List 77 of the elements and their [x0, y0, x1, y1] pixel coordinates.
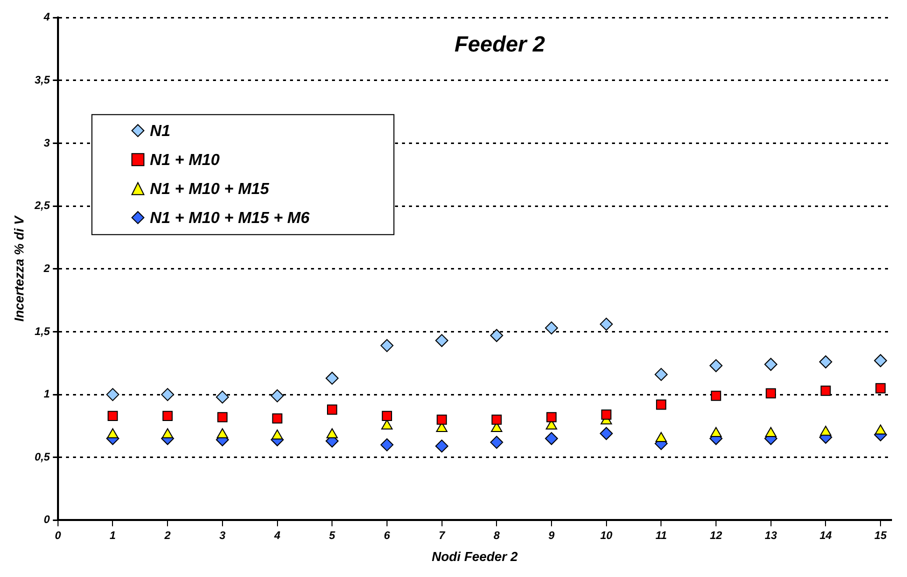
point [820, 386, 831, 396]
y-tick-label: 4 [42, 12, 50, 24]
point [874, 424, 886, 434]
y-tick-label: 1 [44, 388, 50, 401]
point [600, 318, 613, 331]
y-tick-label: 1,5 [34, 326, 51, 338]
point [382, 410, 392, 422]
point [272, 430, 283, 440]
x-tick-label: 5 [329, 530, 336, 542]
point [272, 413, 282, 424]
point [161, 388, 174, 402]
point [601, 410, 612, 420]
point [764, 358, 778, 371]
point [490, 328, 504, 342]
point [380, 339, 394, 352]
y-tick-label: 3 [44, 137, 50, 150]
x-tick-label: 1 [110, 530, 116, 542]
point [107, 428, 118, 438]
point [216, 428, 228, 438]
x-tick-label: 8 [494, 530, 501, 542]
y-tick-label: 3,5 [34, 74, 51, 86]
point [270, 389, 284, 402]
point [162, 428, 174, 438]
legend-label: N1 + M10 [150, 152, 220, 170]
legend-label: N1 [150, 123, 170, 140]
point [217, 412, 228, 422]
point [490, 436, 504, 449]
point [544, 432, 558, 446]
point [162, 410, 173, 422]
point [546, 412, 557, 422]
y-tick-label: 2,5 [34, 200, 51, 212]
point [765, 427, 777, 437]
x-tick-label: 14 [820, 530, 832, 542]
x-tick-label: 9 [548, 530, 556, 542]
point [108, 410, 118, 422]
point [436, 414, 447, 425]
x-tick-label: 13 [764, 530, 777, 542]
point [820, 426, 832, 436]
point [435, 440, 448, 453]
x-tick-label: 11 [655, 530, 667, 542]
point [655, 432, 667, 442]
y-tick-label: 0 [44, 514, 51, 526]
y-axis-title: Incertezza % di V [11, 214, 26, 322]
point [656, 400, 666, 410]
x-tick-label: 7 [438, 530, 446, 542]
x-tick-label: 2 [164, 530, 171, 542]
point [710, 390, 722, 401]
point [327, 404, 338, 415]
point [875, 383, 886, 394]
point [600, 427, 613, 440]
point [819, 355, 832, 368]
point [216, 390, 229, 404]
x-tick-label: 4 [273, 530, 280, 542]
point [710, 427, 722, 437]
point [544, 321, 558, 334]
point [766, 388, 776, 398]
text: Feeder 2 [454, 32, 546, 57]
legend-label: N1 + M10 + M15 + M6 [150, 210, 310, 228]
point [106, 388, 120, 402]
point [710, 359, 723, 372]
point [326, 372, 339, 385]
x-tick-label: 12 [710, 530, 722, 542]
point [380, 438, 394, 452]
x-tick-label: 3 [219, 530, 226, 542]
point [435, 334, 448, 348]
point [654, 368, 668, 381]
x-tick-label: 0 [54, 530, 62, 542]
point [874, 354, 888, 368]
x-tick-label: 10 [600, 530, 614, 542]
x-tick-label: 6 [384, 530, 391, 542]
y-tick-label: 2 [42, 262, 50, 275]
point [326, 428, 338, 438]
y-tick-label: 0,5 [34, 451, 51, 464]
point [492, 414, 502, 425]
legend-label: N1 + M10 + M15 [150, 181, 270, 198]
x-axis-title: Nodi Feeder 2 [432, 548, 518, 564]
x-tick-label: 15 [874, 530, 888, 542]
